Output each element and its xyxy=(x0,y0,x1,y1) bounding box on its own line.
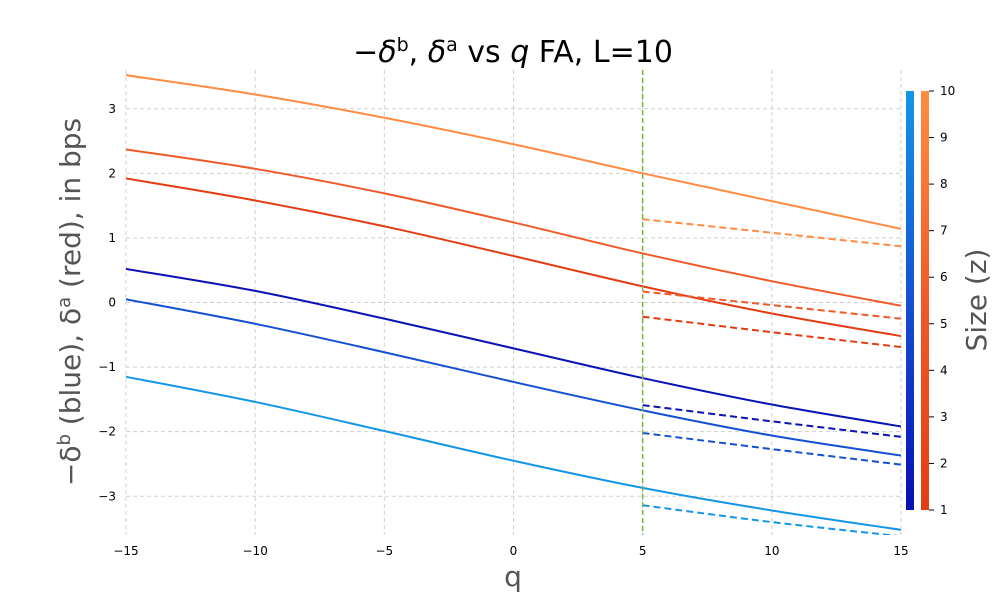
x-tick-label: −15 xyxy=(113,544,138,558)
grid-lines xyxy=(125,70,902,535)
y-tick-label: 1 xyxy=(108,231,116,245)
x-tick-label: 5 xyxy=(639,544,647,558)
colorbar-ticks: 1 2 3 4 5 6 7 8 9 10 xyxy=(929,84,955,517)
x-axis-ticks: −15 −10 −5 0 5 10 15 xyxy=(113,544,908,558)
y-tick-label: 0 xyxy=(108,296,116,310)
series-line-3 xyxy=(126,267,901,428)
colorbar-tick-label: 7 xyxy=(940,224,948,238)
x-tick-label: −10 xyxy=(243,544,268,558)
colorbar-tick-label: 5 xyxy=(940,317,948,331)
series-line-2 xyxy=(126,177,901,338)
y-tick-label: −2 xyxy=(98,425,116,439)
series-lines xyxy=(126,74,901,535)
chart-title: −δb, δa vs q FA, L=10 xyxy=(353,34,673,70)
y-axis-title: −δb (blue), δa (red), in bps xyxy=(54,118,87,486)
colorbar-label: Size (z) xyxy=(960,249,993,352)
colorbar-blue xyxy=(906,91,914,510)
series-line-1 xyxy=(126,148,901,307)
series-line-5 xyxy=(126,375,901,531)
colorbar-tick-label: 2 xyxy=(940,456,948,470)
x-tick-label: 10 xyxy=(764,544,779,558)
colorbar-tick-label: 4 xyxy=(940,363,948,377)
x-tick-label: −5 xyxy=(375,544,393,558)
y-tick-label: 3 xyxy=(108,102,116,116)
colorbar-red xyxy=(921,91,929,510)
colorbar-tick-label: 3 xyxy=(940,410,948,424)
y-tick-label: −1 xyxy=(98,360,116,374)
series-line-0 xyxy=(126,74,901,230)
y-tick-label: 2 xyxy=(108,166,116,180)
colorbar-tick-label: 9 xyxy=(940,131,948,145)
y-tick-label: −3 xyxy=(98,489,116,503)
y-axis-ticks: −3 −2 −1 0 1 2 3 xyxy=(98,102,116,504)
x-tick-label: 15 xyxy=(893,544,908,558)
x-tick-label: 0 xyxy=(510,544,518,558)
colorbar-tick-label: 6 xyxy=(940,270,948,284)
colorbar-tick-label: 8 xyxy=(940,177,948,191)
x-axis-title: q xyxy=(504,560,522,593)
series-line-4 xyxy=(126,298,901,457)
colorbar-tick-label: 1 xyxy=(940,503,948,517)
colorbar-tick-label: 10 xyxy=(940,84,955,98)
